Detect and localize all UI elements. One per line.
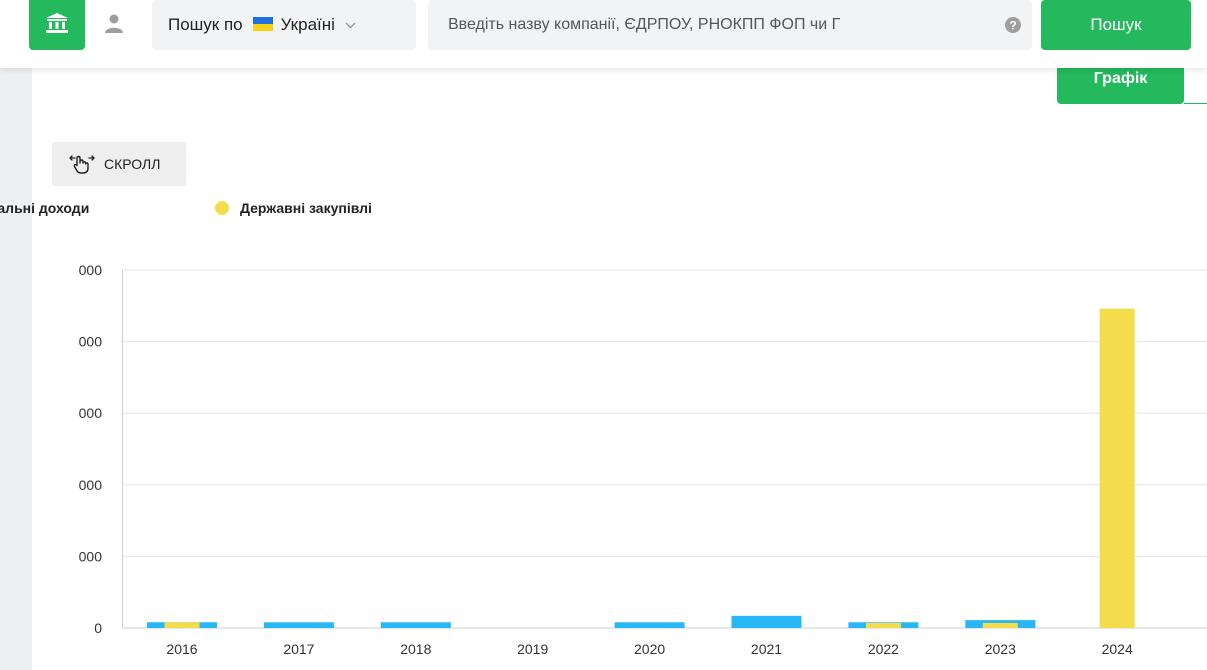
top-bar: Пошук по Україні ? Пошук <box>0 0 1207 68</box>
bar-total-income[interactable] <box>380 622 451 628</box>
svg-text:?: ? <box>1009 19 1016 33</box>
search-box: ? <box>428 0 1032 50</box>
x-tick-label: 2024 <box>1102 641 1133 657</box>
left-sidebar-strip <box>0 0 32 670</box>
swipe-hand-icon <box>69 155 95 174</box>
bar-procurement[interactable] <box>1099 308 1135 628</box>
bar-procurement[interactable] <box>982 622 1018 628</box>
scroll-mode-label: СКРОЛЛ <box>104 156 161 172</box>
tab-divider <box>1184 103 1207 104</box>
user-account-button[interactable] <box>94 6 134 42</box>
x-tick-label: 2019 <box>517 641 548 657</box>
user-icon <box>105 14 123 33</box>
x-tick-label: 2023 <box>985 641 1016 657</box>
chevron-down-icon <box>345 22 356 28</box>
home-button[interactable] <box>29 0 85 50</box>
legend-dot-procurement <box>215 201 229 215</box>
ukraine-flag-icon <box>252 17 273 31</box>
x-tick-label: 2022 <box>868 641 899 657</box>
legend-label-procurement: Державні закупівлі <box>240 200 372 216</box>
legend-item-total-income[interactable]: Загальні доходи <box>0 200 89 216</box>
scroll-mode-button[interactable]: СКРОЛЛ <box>52 142 186 186</box>
y-tick-label: 0 <box>94 620 102 636</box>
bank-icon <box>46 13 68 33</box>
country-name: Україні <box>280 15 335 34</box>
x-tick-label: 2017 <box>283 641 314 657</box>
y-tick-label: 000 <box>79 548 103 564</box>
y-tick-label: 000 <box>79 405 103 421</box>
bar-procurement[interactable] <box>164 622 200 628</box>
bar-total-income[interactable] <box>263 622 334 628</box>
bar-total-income[interactable] <box>614 622 685 628</box>
x-tick-label: 2016 <box>166 641 197 657</box>
legend-label-total-income: Загальні доходи <box>0 200 90 216</box>
search-input[interactable] <box>448 0 968 50</box>
x-tick-label: 2021 <box>751 641 782 657</box>
y-tick-label: 000 <box>79 334 103 350</box>
x-tick-label: 2020 <box>634 641 665 657</box>
x-tick-label: 2018 <box>400 641 431 657</box>
y-tick-label: 000 <box>79 262 103 278</box>
search-scope-label: Пошук по <box>168 15 243 34</box>
country-selector[interactable]: Пошук по Україні <box>152 0 416 50</box>
bar-total-income[interactable] <box>731 615 802 628</box>
y-tick-label: 000 <box>79 477 103 493</box>
search-button[interactable]: Пошук <box>1041 0 1191 50</box>
help-circle-icon[interactable]: ? <box>1004 16 1022 34</box>
bar-procurement[interactable] <box>865 622 901 628</box>
legend-item-procurement[interactable]: Державні закупівлі <box>215 200 372 216</box>
